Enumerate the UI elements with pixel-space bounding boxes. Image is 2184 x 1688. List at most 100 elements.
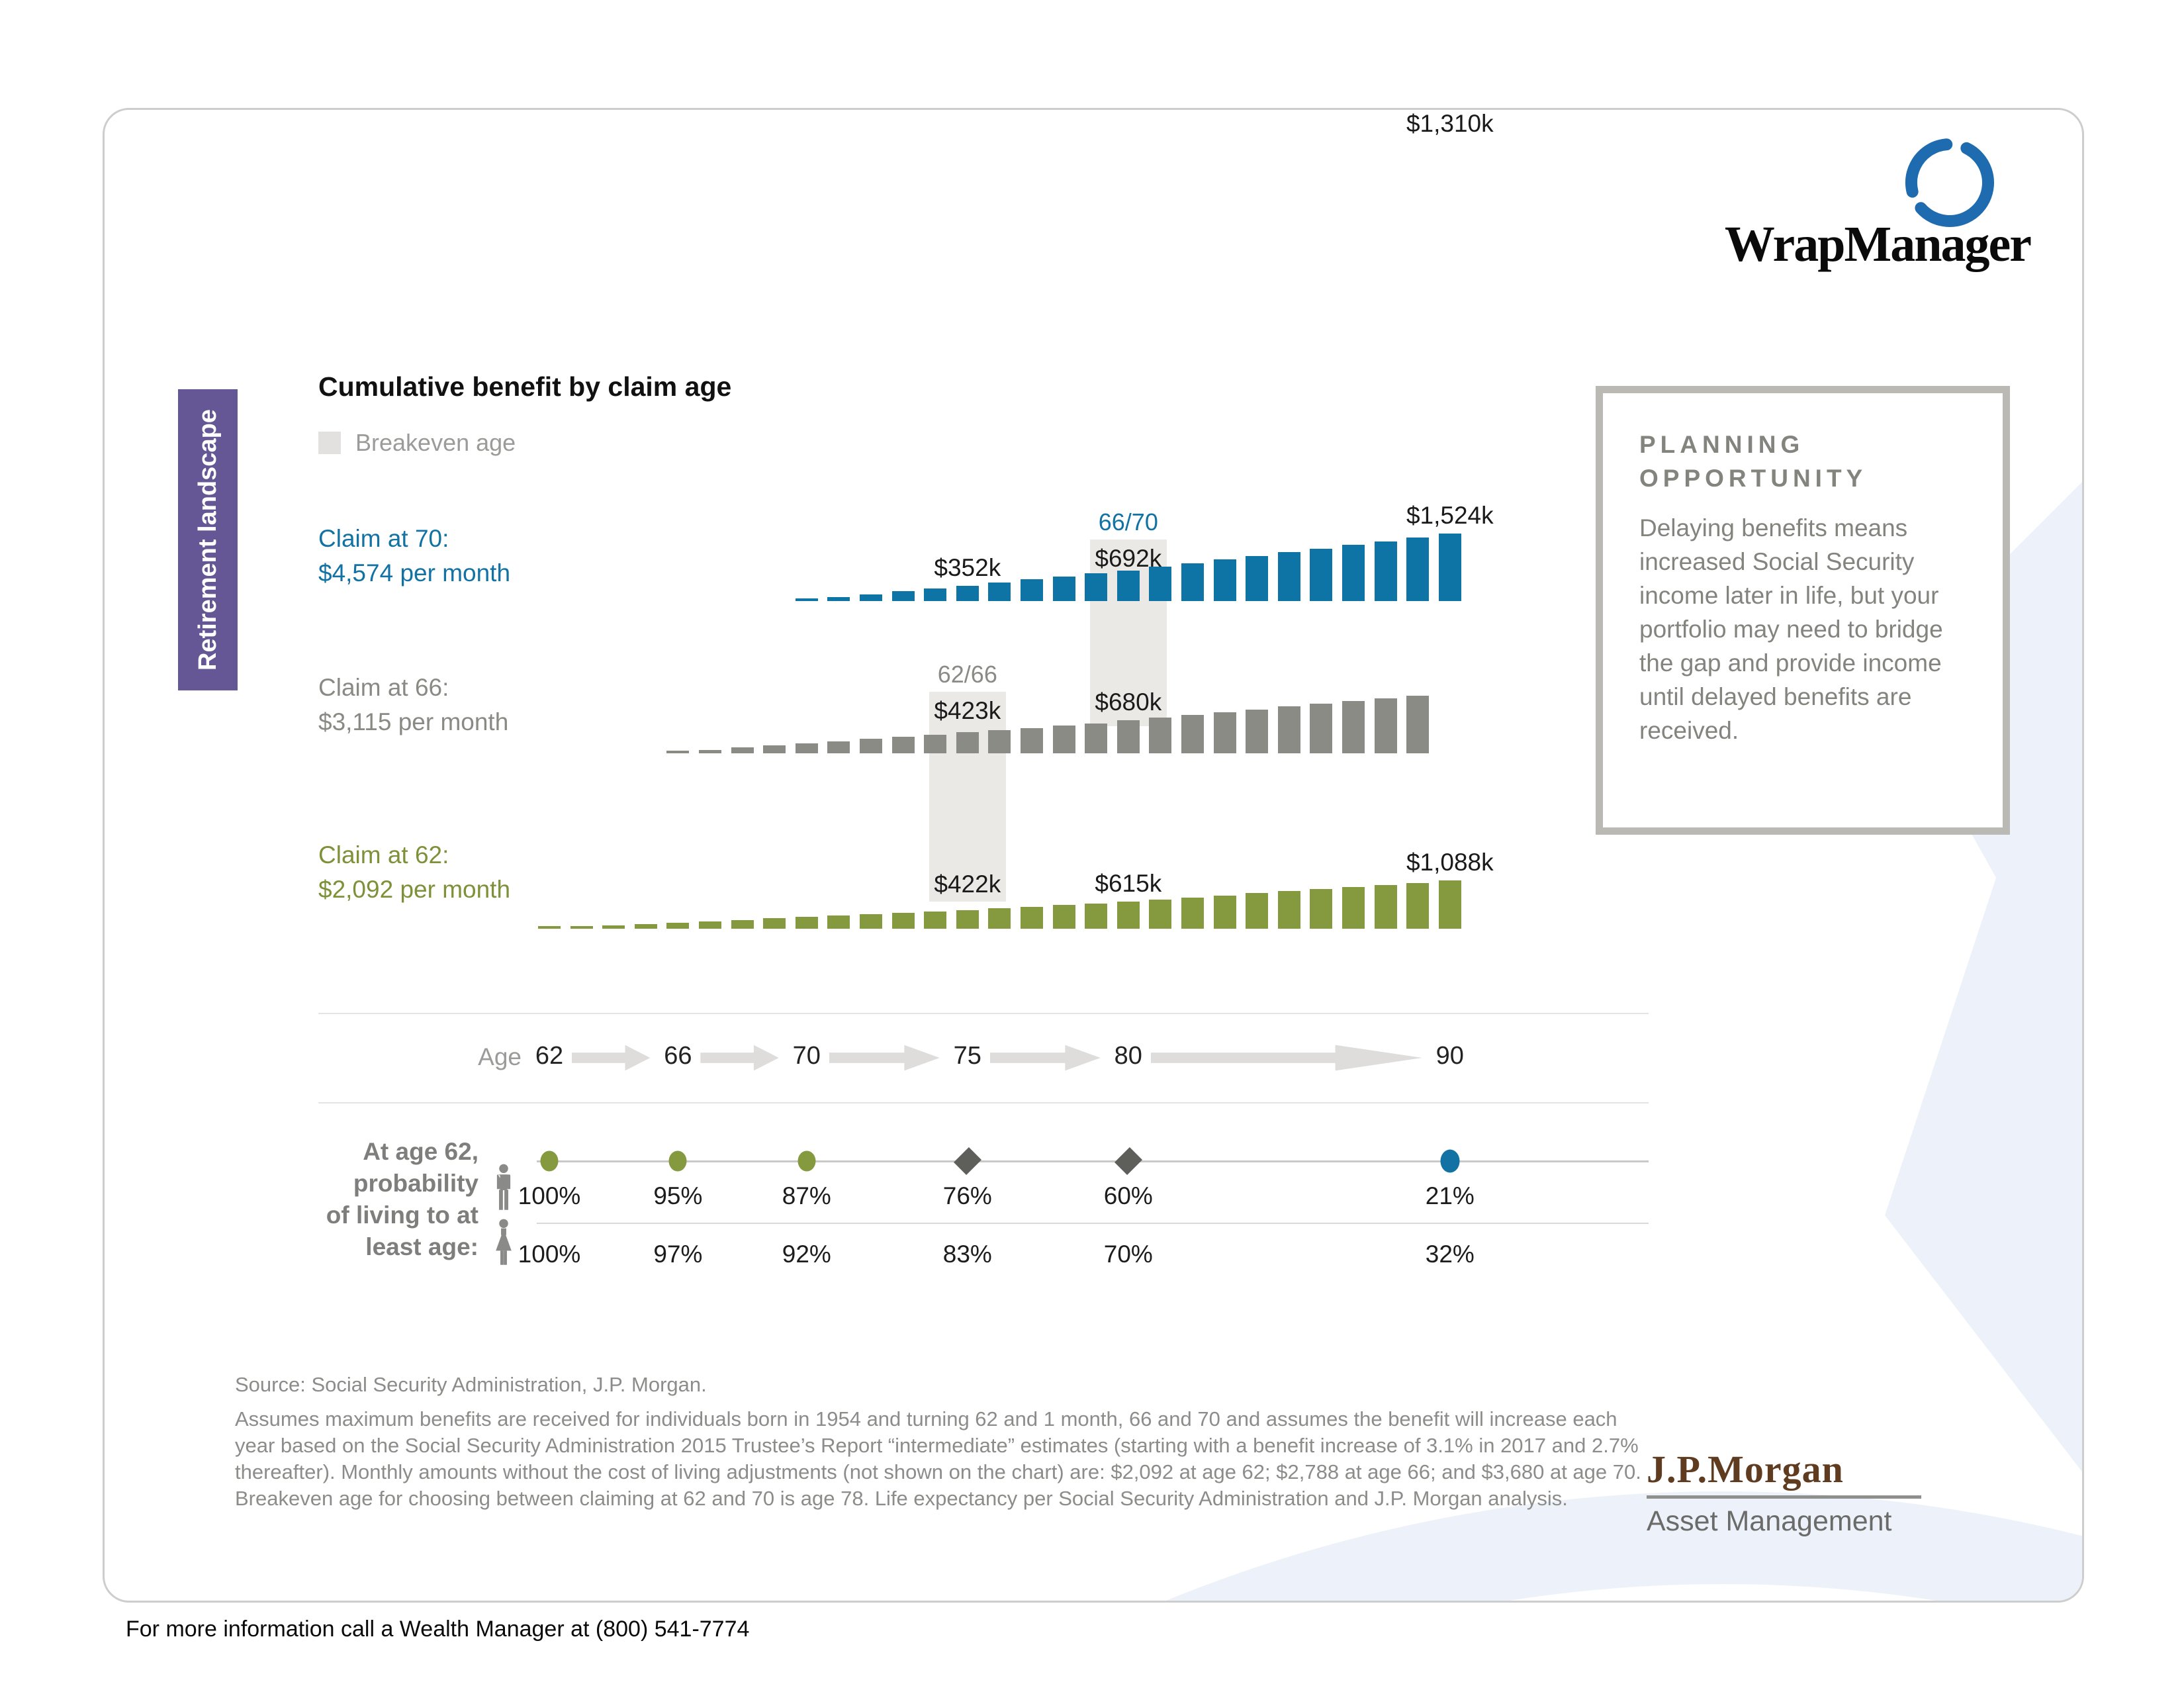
jpmorgan-asset-management-label: Asset Management [1647,1505,1892,1537]
annotation-val-352: $352k [934,553,1001,581]
bar-claim70-age-72 [860,594,882,601]
jpmorgan-logo-rule [1647,1495,1921,1499]
bar-claim70-age-75 [956,585,979,601]
chart-title: Cumulative benefit by claim age [318,371,732,402]
bar-claim70-age-80 [1116,570,1140,601]
planning-opportunity-title: PLANNING OPPORTUNITY [1639,428,1867,495]
claim-62-line1: Claim at 62: [318,841,449,868]
annotation-val-1310: $1,310k [1406,110,1494,137]
jpmorgan-logo: J.P.Morgan Asset Management [1647,1447,1925,1538]
annotation-val-615: $615k [1095,870,1162,897]
source-note: Source: Social Security Administration, … [235,1373,707,1396]
wrapmanager-crescent-icon [1905,138,1994,227]
male-icon [496,1164,511,1210]
female-probability-age-80: 70% [1103,1241,1153,1268]
bar-claim66-age-79 [1085,723,1108,753]
bar-claim62-age-63 [570,926,593,929]
bar-claim70-age-73 [891,591,915,601]
bar-claim70-age-77 [1021,579,1043,601]
bar-claim70-age-90 [1438,534,1461,601]
breakeven-legend: Breakeven age [318,429,516,457]
male-probability-age-75: 76% [942,1182,992,1209]
bar-claim66-age-69 [763,745,786,753]
bar-claim62-age-84 [1246,893,1269,929]
claim-at-70-label: Claim at 70: $4,574 per month [318,522,510,590]
female-probability-track [537,1223,1649,1224]
bar-claim62-age-87 [1342,886,1365,929]
bar-claim66-age-89 [1406,695,1430,753]
breakeven-band-62-66 [929,692,1006,902]
bar-claim66-age-72 [860,739,882,753]
bar-claim62-age-88 [1374,884,1397,929]
annotation-breakeven-62-66: 62/66 [937,661,997,688]
probability-marker-age-70 [797,1150,816,1172]
bar-claim70-age-82 [1181,563,1204,601]
female-probability-age-66: 97% [653,1241,703,1268]
age-axis-label: Age [478,1043,522,1070]
bar-claim66-age-68 [731,747,754,753]
breakeven-legend-swatch [318,432,341,454]
probability-label-line4: least age: [365,1233,478,1260]
bar-claim62-age-68 [731,919,754,929]
retirement-landscape-label: Retirement landscape [194,409,222,671]
female-probability-age-75: 83% [942,1241,992,1268]
bar-claim70-age-86 [1310,548,1333,601]
annotation-val-422: $422k [934,870,1001,898]
bar-claim62-age-86 [1310,889,1333,929]
bar-claim70-age-76 [988,583,1011,601]
probability-marker-age-66 [668,1150,687,1172]
wrapmanager-logo: WrapManager [1614,123,2032,315]
female-probability-age-62: 100% [518,1241,581,1268]
age-tick-66: 66 [664,1042,692,1070]
bar-claim66-age-78 [1052,726,1075,753]
planning-title-line1: PLANNING [1639,431,1805,458]
age-axis-top-rule [318,1013,1649,1014]
bar-claim66-age-71 [827,741,850,753]
breakeven-legend-label: Breakeven age [355,429,516,456]
bar-claim62-age-83 [1213,895,1236,929]
female-probability-age-90: 32% [1425,1241,1475,1268]
annotation-val-1524: $1,524k [1406,502,1494,530]
bar-claim70-age-78 [1052,576,1075,601]
bar-claim62-age-77 [1021,906,1043,929]
claim-at-62-label: Claim at 62: $2,092 per month [318,838,510,907]
age-axis-bottom-rule [318,1102,1649,1103]
jpmorgan-wordmark: J.P.Morgan [1647,1448,1844,1491]
bar-claim62-age-64 [602,925,625,929]
bar-claim66-age-81 [1149,718,1172,753]
bar-claim62-age-62 [538,926,561,929]
bar-claim62-age-73 [891,913,915,929]
fact-sheet-card: WrapManager Retirement landscape Cumulat… [103,108,2084,1603]
probability-marker-age-90 [1440,1149,1460,1173]
bar-claim66-age-70 [795,743,818,753]
planning-opportunity-body: Delaying benefits means increased Social… [1639,514,1943,744]
bar-claim70-age-89 [1406,537,1430,601]
claim-at-66-label: Claim at 66: $3,115 per month [318,671,508,739]
cumulative-benefit-chart: 66/70 $352k $692k $1,524k 62/66 $423k $680k $1,… [105,110,2082,1601]
age-tick-90: 90 [1435,1042,1464,1070]
bar-claim70-age-74 [924,588,947,601]
claim-70-line1: Claim at 70: [318,525,449,552]
planning-title-line2: OPPORTUNITY [1639,465,1868,492]
bar-claim66-age-87 [1342,701,1365,753]
bar-claim66-age-74 [924,734,947,753]
probability-label-line2: probability [353,1170,478,1197]
bar-claim66-age-66 [666,751,690,753]
male-probability-age-80: 60% [1103,1182,1153,1209]
female-probability-age-70: 92% [782,1241,831,1268]
bar-claim62-age-75 [956,910,979,929]
bar-claim62-age-81 [1149,899,1172,929]
bar-claim70-age-79 [1085,573,1108,601]
bar-claim62-age-78 [1052,905,1075,929]
bar-claim70-age-70 [795,598,818,601]
bar-claim66-age-75 [956,732,979,753]
bar-claim66-age-86 [1310,704,1333,753]
bar-claim70-age-85 [1277,552,1300,601]
planning-opportunity-box: PLANNING OPPORTUNITY Delaying benefits m… [1596,386,2010,835]
bar-claim62-age-67 [699,921,721,929]
male-probability-track [537,1160,1649,1162]
age-tick-75: 75 [953,1042,981,1070]
bar-claim66-age-82 [1181,715,1204,753]
annotation-breakeven-66-70: 66/70 [1098,508,1158,536]
bar-claim66-age-77 [1021,727,1043,753]
